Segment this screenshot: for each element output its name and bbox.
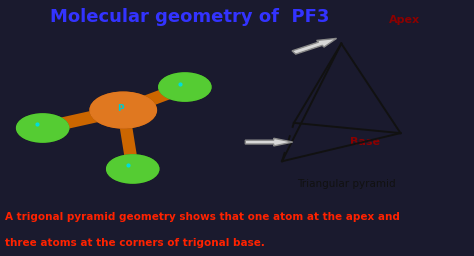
Circle shape: [17, 114, 69, 142]
Circle shape: [159, 73, 211, 101]
Circle shape: [90, 92, 156, 128]
Text: Molecular geometry of  PF3: Molecular geometry of PF3: [50, 8, 329, 26]
Circle shape: [107, 155, 159, 183]
Text: A trigonal pyramid geometry shows that one atom at the apex and: A trigonal pyramid geometry shows that o…: [5, 212, 400, 222]
Text: three atoms at the corners of trigonal base.: three atoms at the corners of trigonal b…: [5, 238, 264, 248]
Polygon shape: [246, 138, 292, 146]
Circle shape: [107, 155, 159, 183]
Polygon shape: [292, 38, 337, 54]
Text: P: P: [118, 103, 124, 113]
Circle shape: [159, 73, 211, 101]
Circle shape: [17, 114, 69, 142]
Text: Base: Base: [349, 137, 380, 147]
Circle shape: [90, 92, 156, 128]
Text: Apex: Apex: [389, 15, 420, 26]
Text: Triangular pyramid: Triangular pyramid: [297, 179, 395, 189]
